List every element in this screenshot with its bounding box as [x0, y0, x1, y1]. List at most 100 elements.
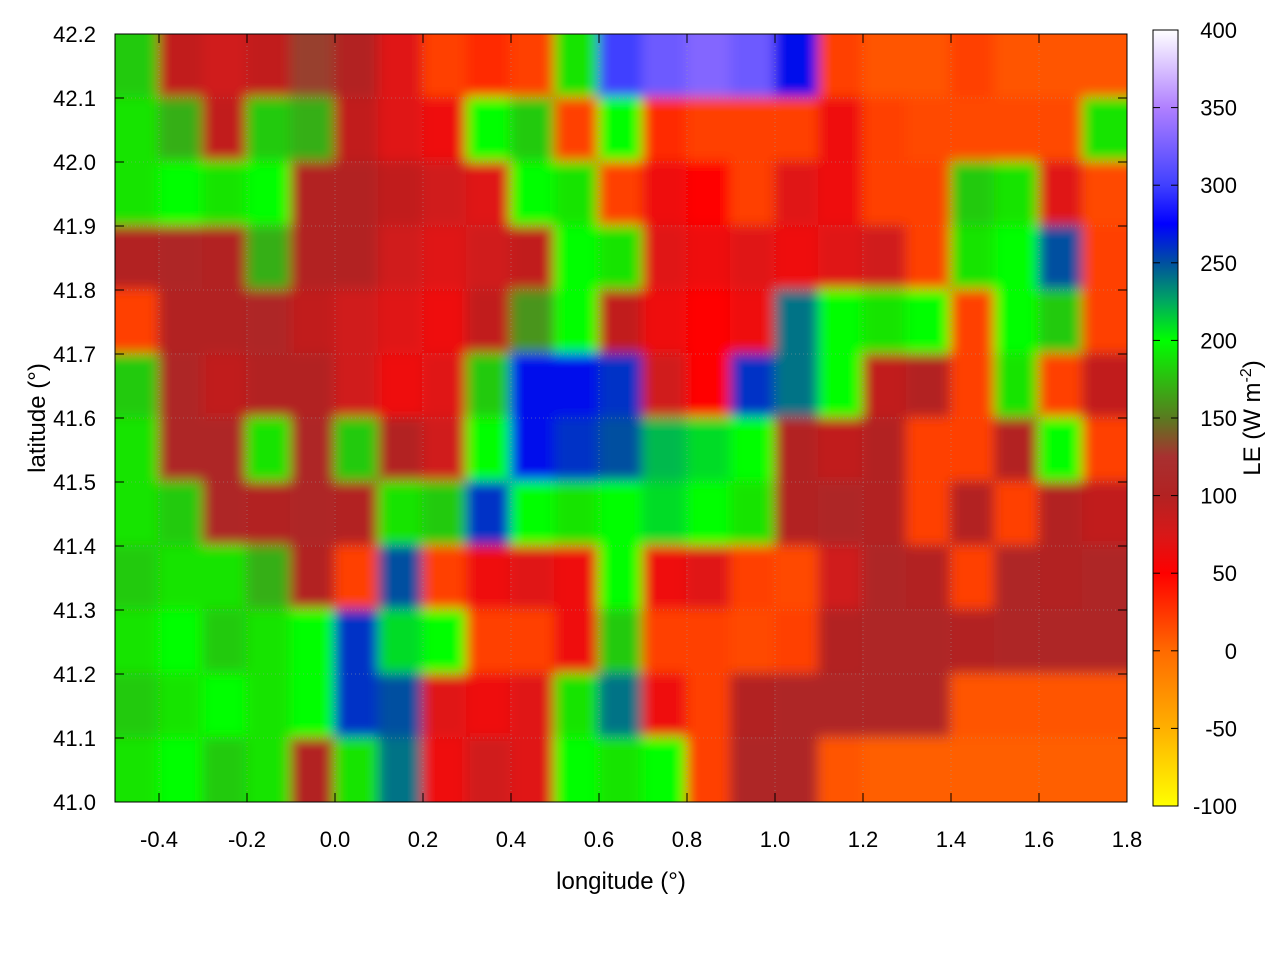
heatmap-cell	[466, 545, 512, 611]
heatmap-cell	[818, 481, 864, 547]
heatmap-cell	[334, 353, 380, 419]
heatmap-cell	[510, 481, 556, 547]
heatmap-cell	[466, 161, 512, 227]
heatmap-cell	[466, 353, 512, 419]
heatmap-cell	[1082, 225, 1127, 291]
heatmap-cell	[290, 225, 336, 291]
y-tick-label: 41.9	[53, 214, 96, 239]
heatmap-cell	[906, 34, 952, 99]
heatmap-cell	[554, 545, 600, 611]
heatmap-cell	[246, 609, 292, 675]
heatmap-cell	[642, 225, 688, 291]
heatmap-cell	[246, 34, 292, 99]
heatmap-cell	[158, 34, 204, 99]
heatmap-cell	[510, 353, 556, 419]
heatmap-cell	[115, 161, 160, 227]
heatmap-cell	[774, 609, 820, 675]
heatmap-cell	[554, 161, 600, 227]
heatmap-cell	[774, 481, 820, 547]
heatmap-cell	[554, 353, 600, 419]
heatmap-cell	[642, 97, 688, 163]
heatmap-cell	[378, 609, 424, 675]
heatmap-cell	[774, 161, 820, 227]
heatmap-cell	[466, 417, 512, 483]
heatmap-cell	[598, 481, 644, 547]
heatmap-cell	[686, 34, 732, 99]
heatmap-cell	[510, 225, 556, 291]
heatmap-cell	[906, 289, 952, 355]
heatmap-cell	[994, 545, 1040, 611]
heatmap-cell	[158, 225, 204, 291]
heatmap-cell	[466, 34, 512, 99]
heatmap-cell	[730, 34, 776, 99]
heatmap-cell	[158, 609, 204, 675]
heatmap-cell	[862, 97, 908, 163]
y-axis: 41.0 41.1 41.2 41.3 41.4 41.5 41.6 41.7 41.8 41.9…	[53, 22, 1127, 815]
heatmap-cell	[730, 225, 776, 291]
heatmap-cell	[422, 609, 468, 675]
heatmap-cell	[906, 353, 952, 419]
heatmap-cell	[158, 545, 204, 611]
heatmap-cell	[554, 481, 600, 547]
heatmap-cell	[730, 481, 776, 547]
heatmap-cell	[1082, 353, 1127, 419]
heatmap-cell	[686, 161, 732, 227]
heatmap-cell	[994, 737, 1040, 802]
x-tick-label: 1.2	[848, 827, 879, 852]
colorbar-tick-label: 50	[1213, 561, 1237, 586]
heatmap-cell	[378, 161, 424, 227]
y-tick-label: 41.1	[53, 726, 96, 751]
colorbar-tick-label: 250	[1200, 251, 1237, 276]
heatmap-cell	[686, 289, 732, 355]
x-tick-label: 1.0	[760, 827, 791, 852]
heatmap-cell	[510, 545, 556, 611]
heatmap-cell	[246, 289, 292, 355]
heatmap-cell	[906, 609, 952, 675]
heatmap-cell	[554, 225, 600, 291]
heatmap-cell	[686, 225, 732, 291]
heatmap-cell	[730, 417, 776, 483]
heatmap-cell	[202, 609, 248, 675]
heatmap-cell	[818, 289, 864, 355]
heatmap-cell	[642, 545, 688, 611]
heatmap-cell	[818, 34, 864, 99]
colorbar: 400 350 300 250 200 150 100 50 0 -50 -100 LE (W m-…	[1152, 18, 1266, 819]
colorbar-tick-label: 0	[1225, 639, 1237, 664]
heatmap-cell	[554, 417, 600, 483]
heatmap-cell	[378, 34, 424, 99]
heatmap-cell	[422, 737, 468, 802]
heatmap-cell	[730, 161, 776, 227]
y-tick-label: 41.8	[53, 278, 96, 303]
heatmap-cell	[1038, 481, 1084, 547]
heatmap-cell	[115, 289, 160, 355]
y-tick-label: 41.0	[53, 790, 96, 815]
heatmap-cell	[730, 673, 776, 739]
colorbar-tick-label: -50	[1205, 716, 1237, 741]
heatmap-cell	[1038, 673, 1084, 739]
heatmap-cell	[202, 545, 248, 611]
heatmap-cell	[422, 545, 468, 611]
heatmap-cell	[202, 34, 248, 99]
heatmap-cell	[158, 737, 204, 802]
heatmap-cell-layer	[115, 34, 1127, 802]
heatmap-cell	[1082, 481, 1127, 547]
colorbar-tick-label: 100	[1200, 484, 1237, 509]
heatmap-cell	[554, 289, 600, 355]
heatmap-cell	[906, 737, 952, 802]
heatmap-cell	[378, 545, 424, 611]
y-tick-label: 42.1	[53, 86, 96, 111]
heatmap-cell	[642, 673, 688, 739]
heatmap-cell	[202, 417, 248, 483]
heatmap-cell	[466, 737, 512, 802]
heatmap-cell	[1038, 161, 1084, 227]
heatmap-cell	[1082, 97, 1127, 163]
heatmap-cell	[642, 289, 688, 355]
heatmap-cell	[422, 161, 468, 227]
heatmap-cell	[774, 673, 820, 739]
heatmap-cell	[994, 289, 1040, 355]
heatmap-cell	[115, 673, 160, 739]
heatmap-cell	[466, 673, 512, 739]
heatmap-cell	[1082, 417, 1127, 483]
heatmap-cell	[774, 417, 820, 483]
y-tick-label: 41.7	[53, 342, 96, 367]
